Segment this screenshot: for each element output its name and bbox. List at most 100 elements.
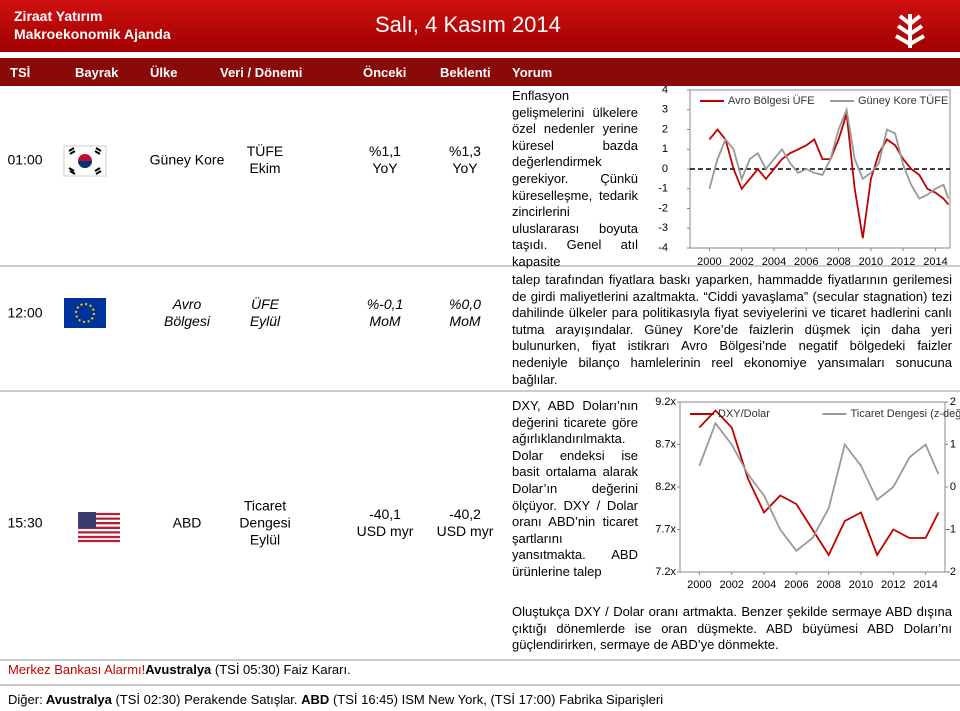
y-tick-label: -1 <box>658 183 668 195</box>
x-tick-label: 2012 <box>891 256 915 268</box>
cell-time: 15:30 <box>7 515 42 532</box>
cell-line: %-0,1 <box>366 296 404 312</box>
cell-line: 01:00 <box>7 151 43 168</box>
alarm-label: Merkez Bankası Alarmı! <box>8 662 146 677</box>
cell-previous: %1,1 YoY <box>369 143 401 177</box>
cell-line: MoM <box>369 313 401 329</box>
cell-line: USD myr <box>356 523 414 539</box>
footer-segment: (TSİ 02:30) Perakende Satışlar. <box>111 692 302 707</box>
x-tick-label: 2004 <box>752 579 776 591</box>
cell-line: YoY <box>372 160 398 176</box>
y2-tick-label: -1 <box>946 523 956 535</box>
header-bar <box>0 0 960 52</box>
y-tick-label: -4 <box>658 242 668 254</box>
cell-line: Güney Kore <box>149 151 225 168</box>
x-tick-label: 2014 <box>923 256 947 268</box>
series-line <box>698 409 940 558</box>
series-line <box>708 106 950 200</box>
footer-other: Diğer: Avustralya (TSİ 02:30) Perakende … <box>8 692 663 707</box>
legend-label: Ticaret Dengesi (z-değeri) <box>851 408 960 420</box>
x-tick-label: 2002 <box>719 579 743 591</box>
column-header-label: Ülke <box>150 65 178 80</box>
column-header-label: Önceki <box>363 65 407 80</box>
flag-eu <box>64 298 106 328</box>
y-tick-label: 3 <box>662 104 668 116</box>
x-tick-label: 2012 <box>881 579 905 591</box>
comment: DXY, ABD Doları’nın değerini ticarete gö… <box>512 398 638 579</box>
series-line <box>698 421 940 553</box>
cell-line: -40,2 <box>449 506 481 522</box>
cell-line: ABD <box>172 514 202 531</box>
x-tick-label: 2002 <box>729 256 753 268</box>
y2-tick-label: 0 <box>950 481 956 493</box>
legend-label: Avro Bölgesi ÜFE <box>728 95 815 107</box>
footer-segment: Avustralya <box>145 662 212 677</box>
brand-sub: Makroekonomik Ajanda <box>14 26 171 42</box>
footer-segment: ABD <box>301 692 330 707</box>
cell-expected: -40,2 USD myr <box>437 506 494 540</box>
cell-line: %1,3 <box>449 143 481 159</box>
logo <box>895 14 925 48</box>
cell-data: TÜFE Ekim <box>247 143 284 177</box>
flag-korea <box>63 145 107 177</box>
footer-segment: (TSİ 16:45) ISM New York, (TSİ 17:00) Fa… <box>329 692 664 707</box>
cell-line: USD myr <box>436 523 494 539</box>
y-tick-label: 8.2x <box>655 481 676 493</box>
cell-line: Dengesi <box>239 514 291 531</box>
x-tick-label: 2000 <box>697 256 721 268</box>
cell-expected: %0,0 MoM <box>449 296 481 330</box>
legend-label: Güney Kore TÜFE <box>858 95 948 107</box>
x-tick-label: 2006 <box>794 256 818 268</box>
cell-line: %0,0 <box>449 296 481 312</box>
series-line <box>708 113 950 239</box>
x-tick-label: 2010 <box>849 579 873 591</box>
footer-alarm: Merkez Bankası Alarmı!Avustralya (TSİ 05… <box>8 662 351 677</box>
x-tick-label: 2014 <box>913 579 937 591</box>
y-tick-label: -2 <box>658 202 668 214</box>
cell-line: %1,1 <box>369 143 401 159</box>
footer-segment: Diğer: <box>8 692 43 707</box>
cell-data: Ticaret Dengesi Eylül <box>239 498 290 549</box>
column-header-label: Veri / Dönemi <box>220 65 303 80</box>
x-tick-label: 2006 <box>784 579 808 591</box>
column-header-label: Yorum <box>512 65 553 80</box>
cell-data: ÜFE Eylül <box>250 296 280 330</box>
y-tick-label: 9.2x <box>655 396 676 408</box>
cell-line: Ekim <box>249 160 281 176</box>
cell-country: Avro Bölgesi <box>164 296 210 330</box>
cell-line: -40,1 <box>369 506 401 522</box>
y-tick-label: 1 <box>662 143 668 155</box>
cell-country: ABD <box>173 515 202 532</box>
y-tick-label: 7.7x <box>655 523 676 535</box>
footer-segment: (TSİ 05:30) Faiz Kararı. <box>211 662 351 677</box>
cell-line: Bölgesi <box>164 313 210 329</box>
cell-previous: -40,1 USD myr <box>357 506 414 540</box>
y-tick-label: -3 <box>658 222 668 234</box>
y-tick-label: 8.7x <box>655 438 676 450</box>
y-tick-label: 7.2x <box>655 566 676 578</box>
x-tick-label: 2008 <box>826 256 850 268</box>
cell-line: TÜFE <box>246 143 284 159</box>
y-tick-label: 0 <box>662 163 668 175</box>
cell-expected: %1,3 YoY <box>449 143 481 177</box>
cell-line: 15:30 <box>7 514 43 531</box>
cell-line: Avro <box>172 296 202 312</box>
cell-line: YoY <box>452 160 478 176</box>
cell-time: 01:00 <box>7 152 42 169</box>
column-header <box>0 58 960 86</box>
cell-line: Ticaret <box>243 497 287 514</box>
y2-tick-label: 2 <box>950 396 956 408</box>
x-tick-label: 2010 <box>859 256 883 268</box>
cell-line: Eylül <box>249 531 281 548</box>
y2-tick-label: -2 <box>946 566 956 578</box>
column-header-label: TSİ <box>10 65 31 80</box>
cell-line: MoM <box>449 313 481 329</box>
y2-tick-label: 1 <box>950 438 956 450</box>
column-header-label: Bayrak <box>75 65 119 80</box>
cell-time: 12:00 <box>7 305 42 322</box>
flag-usa <box>78 512 120 543</box>
comment: talep tarafından fiyatlara baskı yaparke… <box>512 272 952 387</box>
cell-line: Eylül <box>249 313 281 329</box>
column-header-label: Beklenti <box>440 65 491 80</box>
